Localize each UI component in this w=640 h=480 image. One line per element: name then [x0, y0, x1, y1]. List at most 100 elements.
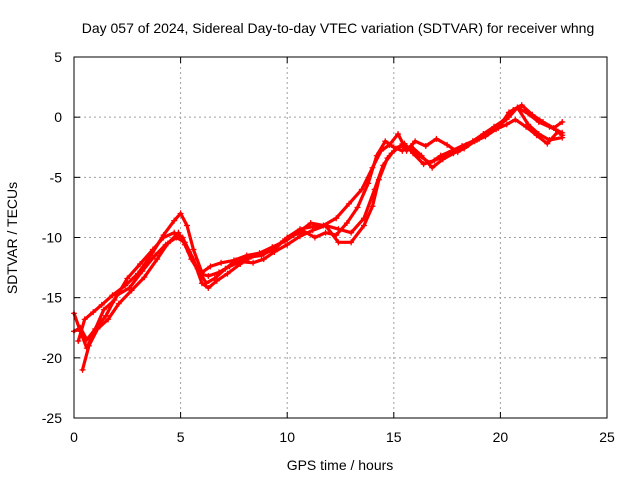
- data-point: [395, 131, 402, 138]
- data-point: [535, 131, 542, 138]
- data-point: [505, 109, 512, 116]
- data-point: [284, 241, 291, 248]
- data-point: [258, 251, 265, 258]
- series-line: [72, 105, 564, 350]
- data-point: [512, 116, 519, 123]
- data-point: [386, 141, 393, 148]
- data-point: [348, 229, 355, 236]
- x-tick-label: 10: [279, 429, 295, 445]
- x-tick-label: 25: [599, 429, 615, 445]
- y-tick-label: -20: [42, 350, 62, 366]
- data-point: [205, 273, 212, 280]
- data-point: [550, 124, 557, 131]
- data-point: [495, 124, 502, 131]
- data-point: [409, 150, 416, 157]
- data-point: [171, 217, 178, 224]
- data-point: [309, 223, 316, 230]
- x-axis-label: GPS time / hours: [287, 457, 394, 473]
- data-point: [164, 240, 171, 247]
- y-tick-label: -15: [42, 290, 62, 306]
- data-point: [177, 210, 184, 217]
- data-point: [343, 220, 350, 227]
- data-point: [529, 111, 536, 118]
- data-point: [382, 138, 389, 145]
- data-point: [233, 257, 240, 264]
- y-axis-label: SDTVAR / TECUs: [4, 182, 20, 294]
- data-point: [422, 143, 429, 150]
- data-point: [369, 164, 376, 171]
- data-point: [335, 226, 342, 233]
- data-point: [149, 246, 156, 253]
- data-point: [559, 134, 566, 141]
- data-point: [250, 259, 257, 266]
- data-point: [92, 325, 99, 332]
- data-point: [369, 203, 376, 210]
- data-point: [444, 141, 451, 148]
- gridlines: [74, 57, 607, 418]
- data-point: [98, 301, 105, 308]
- data-point: [81, 316, 88, 323]
- data-point: [360, 222, 367, 229]
- data-point: [452, 147, 459, 154]
- data-point: [171, 229, 178, 236]
- axis-ticks: 0 5 10 15 20 25 -25 -20 -15 -10 -5 0 5: [42, 49, 615, 445]
- chart-title: Day 057 of 2024, Sidereal Day-to-day VTE…: [82, 20, 595, 36]
- data-point: [335, 239, 342, 246]
- data-point: [296, 233, 303, 240]
- data-point: [134, 270, 141, 277]
- data-point: [211, 275, 218, 282]
- data-point: [79, 366, 86, 373]
- data-point: [224, 270, 231, 277]
- data-point: [441, 152, 448, 159]
- data-point: [412, 138, 419, 145]
- data-point: [284, 234, 291, 241]
- x-tick-label: 20: [493, 429, 509, 445]
- data-point: [90, 309, 97, 316]
- data-point: [271, 246, 278, 253]
- data-point: [77, 328, 84, 335]
- data-point: [433, 135, 440, 142]
- data-point: [83, 345, 90, 352]
- data-point: [484, 131, 491, 138]
- data-point: [546, 137, 553, 144]
- data-point: [431, 157, 438, 164]
- data-point: [378, 147, 385, 154]
- x-tick-label: 0: [70, 429, 78, 445]
- y-tick-label: 0: [54, 109, 62, 125]
- data-point: [518, 102, 525, 109]
- data-point: [307, 220, 314, 227]
- data-point: [207, 263, 214, 270]
- y-tick-label: 5: [54, 49, 62, 65]
- data-point: [311, 234, 318, 241]
- data-point: [190, 246, 197, 253]
- y-tick-label: -5: [50, 169, 63, 185]
- data-point: [540, 118, 547, 125]
- data-point: [322, 222, 329, 229]
- data-point: [105, 316, 112, 323]
- data-point: [102, 312, 109, 319]
- data-point: [222, 265, 229, 272]
- data-point: [384, 155, 391, 162]
- data-point: [514, 104, 521, 111]
- y-tick-label: -25: [42, 410, 62, 426]
- data-point: [141, 274, 148, 281]
- data-point: [154, 256, 161, 263]
- data-point: [544, 140, 551, 147]
- data-point: [354, 204, 361, 211]
- data-point: [346, 200, 353, 207]
- x-tick-label: 15: [386, 429, 402, 445]
- data-point: [111, 297, 118, 304]
- data-point: [358, 186, 365, 193]
- data-point: [218, 259, 225, 266]
- data-point: [124, 275, 131, 282]
- data-point: [401, 140, 408, 147]
- data-point: [429, 164, 436, 171]
- y-tick-label: -10: [42, 230, 62, 246]
- data-point: [296, 226, 303, 233]
- data-point: [348, 239, 355, 246]
- data-point: [128, 287, 135, 294]
- data-point: [205, 285, 212, 292]
- data-point: [100, 306, 107, 313]
